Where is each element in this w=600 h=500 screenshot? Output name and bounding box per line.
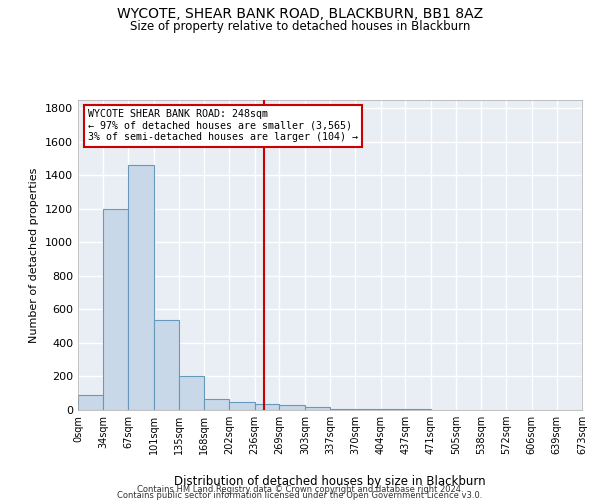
Text: WYCOTE, SHEAR BANK ROAD, BLACKBURN, BB1 8AZ: WYCOTE, SHEAR BANK ROAD, BLACKBURN, BB1 … bbox=[117, 8, 483, 22]
Bar bbox=[255, 404, 280, 410]
Bar bbox=[204, 399, 229, 410]
Bar bbox=[103, 209, 128, 410]
Text: WYCOTE SHEAR BANK ROAD: 248sqm
← 97% of detached houses are smaller (3,565)
3% o: WYCOTE SHEAR BANK ROAD: 248sqm ← 97% of … bbox=[88, 110, 358, 142]
Bar bbox=[380, 409, 405, 410]
Bar bbox=[305, 408, 331, 410]
Bar bbox=[355, 409, 380, 410]
Text: Contains HM Land Registry data © Crown copyright and database right 2024.: Contains HM Land Registry data © Crown c… bbox=[137, 484, 463, 494]
Bar bbox=[154, 320, 179, 410]
Bar bbox=[229, 402, 255, 410]
Bar bbox=[179, 376, 204, 410]
Text: Size of property relative to detached houses in Blackburn: Size of property relative to detached ho… bbox=[130, 20, 470, 33]
Bar bbox=[78, 395, 103, 410]
Text: Distribution of detached houses by size in Blackburn: Distribution of detached houses by size … bbox=[174, 474, 486, 488]
Text: Contains public sector information licensed under the Open Government Licence v3: Contains public sector information licen… bbox=[118, 490, 482, 500]
Y-axis label: Number of detached properties: Number of detached properties bbox=[29, 168, 40, 342]
Bar bbox=[128, 164, 154, 410]
Bar bbox=[280, 406, 305, 410]
Bar bbox=[331, 409, 355, 410]
